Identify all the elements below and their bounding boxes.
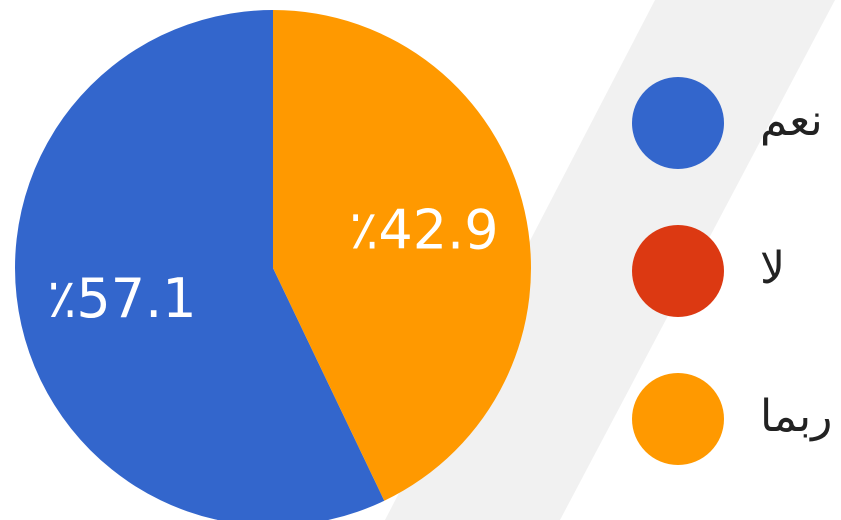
value-label: ٪57.1 bbox=[47, 267, 196, 330]
value-label: ٪42.9 bbox=[349, 198, 498, 261]
legend-swatch bbox=[632, 77, 724, 169]
legend-label: لا bbox=[760, 243, 785, 294]
pie-slice bbox=[15, 10, 385, 520]
legend-label: نعم bbox=[760, 95, 823, 146]
legend-label: ربما bbox=[760, 391, 832, 442]
pie-slice bbox=[273, 10, 531, 501]
legend-swatch bbox=[632, 225, 724, 317]
legend-swatch bbox=[632, 373, 724, 465]
